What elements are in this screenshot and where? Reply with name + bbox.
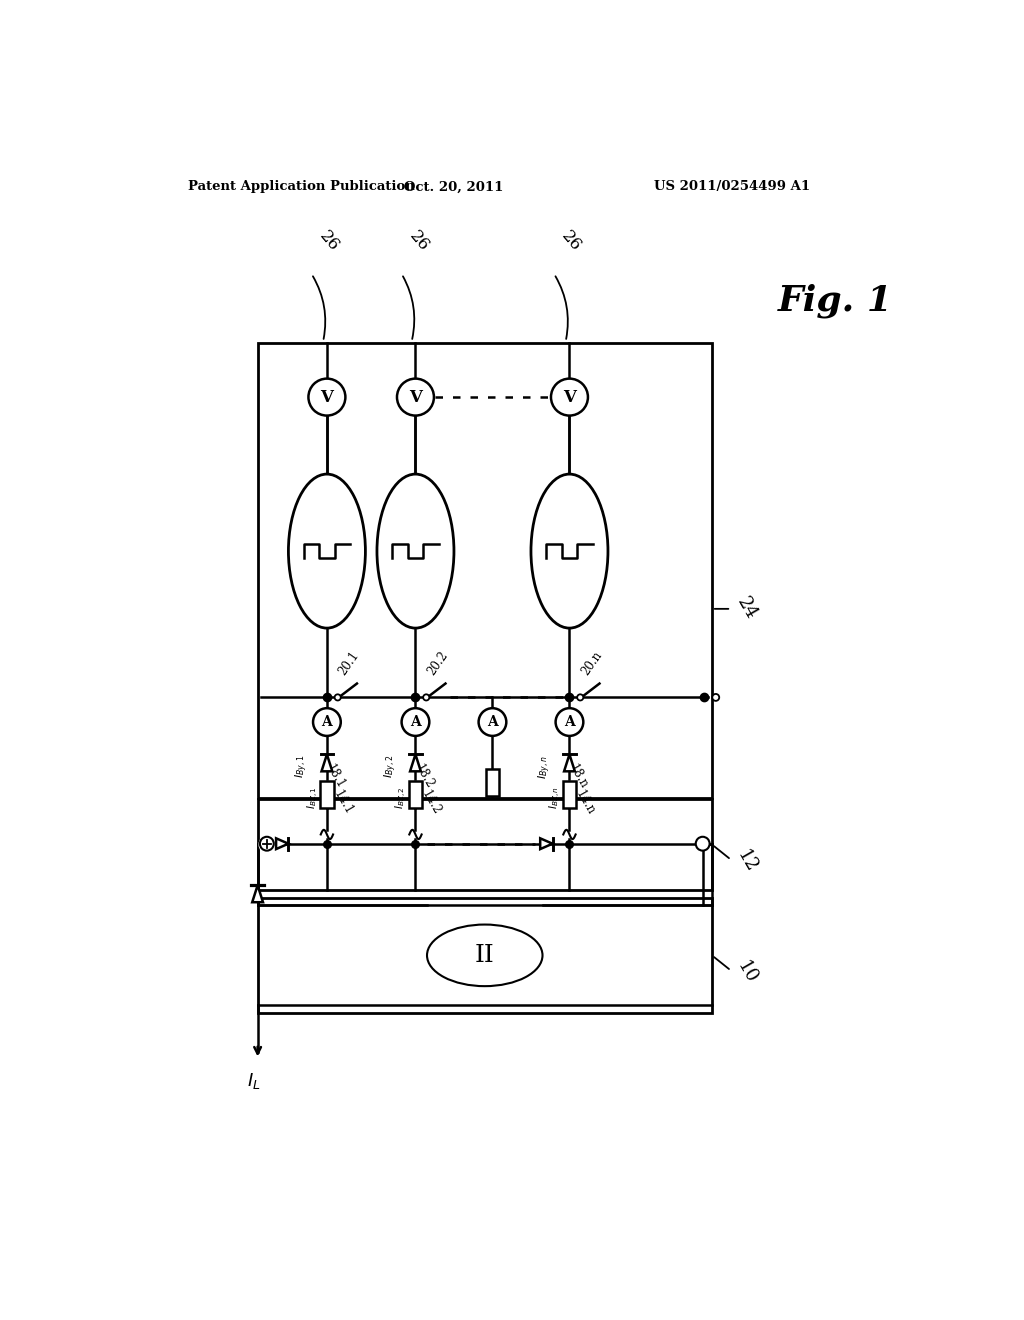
- Text: $I_L$: $I_L$: [247, 1071, 260, 1090]
- Circle shape: [556, 708, 584, 737]
- Polygon shape: [541, 838, 553, 849]
- Text: US 2011/0254499 A1: US 2011/0254499 A1: [654, 181, 810, 194]
- Text: 18.2: 18.2: [412, 762, 436, 791]
- Text: 12: 12: [733, 847, 761, 875]
- Circle shape: [578, 694, 584, 701]
- Text: 14.n: 14.n: [573, 788, 598, 817]
- Circle shape: [313, 708, 341, 737]
- Text: A: A: [487, 715, 498, 729]
- Ellipse shape: [289, 474, 366, 628]
- Text: A: A: [322, 715, 332, 729]
- Polygon shape: [252, 886, 263, 903]
- Ellipse shape: [531, 474, 608, 628]
- Polygon shape: [564, 755, 574, 771]
- Text: $I_{By,1}$: $I_{By,1}$: [294, 755, 310, 779]
- Text: V: V: [321, 388, 334, 405]
- Circle shape: [335, 694, 341, 701]
- Circle shape: [397, 379, 434, 416]
- Circle shape: [401, 708, 429, 737]
- Text: $I_{BZ,1}$: $I_{BZ,1}$: [305, 787, 321, 809]
- Ellipse shape: [377, 474, 454, 628]
- Text: A: A: [410, 715, 421, 729]
- Text: II: II: [475, 944, 495, 966]
- Text: 26: 26: [315, 227, 342, 255]
- Bar: [258, 799, 712, 890]
- Text: $I_{BZ,n}$: $I_{BZ,n}$: [548, 787, 563, 809]
- Text: 14.1: 14.1: [331, 788, 355, 817]
- Circle shape: [551, 379, 588, 416]
- Bar: [562, 781, 577, 808]
- Text: 20.2: 20.2: [425, 649, 451, 678]
- Text: 20.n: 20.n: [579, 649, 604, 678]
- Text: Fig. 1: Fig. 1: [777, 284, 892, 318]
- Circle shape: [478, 708, 506, 737]
- Text: $I_{By,n}$: $I_{By,n}$: [537, 755, 553, 779]
- Text: $I_{By,2}$: $I_{By,2}$: [382, 755, 398, 779]
- Polygon shape: [322, 755, 333, 771]
- Bar: [409, 781, 422, 808]
- Bar: [258, 898, 712, 1014]
- Text: 24: 24: [733, 594, 761, 623]
- Circle shape: [260, 837, 273, 850]
- Text: 14.2: 14.2: [419, 788, 443, 817]
- Bar: [485, 768, 500, 796]
- Text: 20.1: 20.1: [336, 649, 361, 678]
- Text: 26: 26: [406, 227, 432, 255]
- Text: 18.1: 18.1: [323, 762, 347, 791]
- Text: Patent Application Publication: Patent Application Publication: [188, 181, 415, 194]
- Circle shape: [695, 837, 710, 850]
- Polygon shape: [410, 755, 421, 771]
- Text: $I_{BZ,2}$: $I_{BZ,2}$: [394, 787, 410, 809]
- Bar: [258, 343, 712, 797]
- Text: V: V: [563, 388, 575, 405]
- Text: 26: 26: [558, 227, 585, 255]
- Text: 10: 10: [733, 958, 761, 987]
- Circle shape: [423, 694, 429, 701]
- Circle shape: [308, 379, 345, 416]
- Circle shape: [713, 694, 719, 701]
- Text: A: A: [564, 715, 574, 729]
- Text: Oct. 20, 2011: Oct. 20, 2011: [404, 181, 504, 194]
- Text: 18.n: 18.n: [565, 762, 590, 791]
- Polygon shape: [276, 838, 289, 849]
- Ellipse shape: [427, 924, 543, 986]
- Text: V: V: [409, 388, 422, 405]
- Bar: [319, 781, 334, 808]
